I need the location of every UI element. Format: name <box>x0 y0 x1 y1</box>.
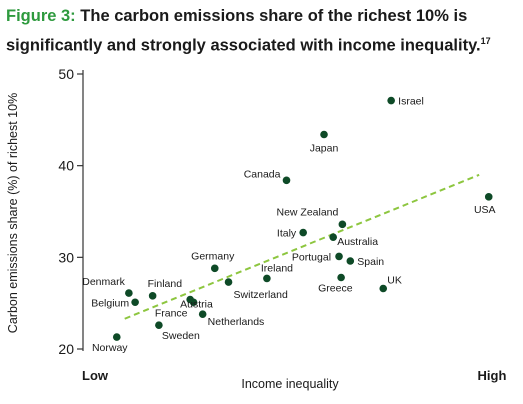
point-uk <box>379 284 388 293</box>
point-label-israel: Israel <box>398 96 424 108</box>
y-tick-label-40: 40 <box>58 158 74 174</box>
point-label-greece: Greece <box>318 283 353 295</box>
point-germany <box>210 264 219 273</box>
point-label-finland: Finland <box>148 278 183 290</box>
axes: 20 30 40 50 <box>58 66 84 357</box>
points-layer <box>112 96 493 341</box>
point-label-france: France <box>155 307 188 319</box>
figure-label: Figure 3: <box>6 7 76 25</box>
point-label-sweden: Sweden <box>162 330 200 342</box>
point-netherlands <box>198 310 207 318</box>
point-label-switzerland: Switzerland <box>234 289 288 301</box>
x-tick-label-low: Low <box>82 368 109 383</box>
point-italy <box>299 228 307 237</box>
x-tick-label-high: High <box>478 368 507 383</box>
point-label-italy: Italy <box>277 228 297 240</box>
point-label-usa: USA <box>474 204 496 216</box>
y-tick-label-20: 20 <box>58 341 74 357</box>
footnote-marker: 17 <box>480 36 491 46</box>
title-line-2: significantly and strongly associated wi… <box>6 36 481 55</box>
y-tick-label-50: 50 <box>58 66 74 82</box>
point-label-ireland: Ireland <box>261 262 293 274</box>
point-labels-layer: Israel Japan Canada USA New Zealand Italy Aust… <box>82 96 495 355</box>
point-norway <box>112 333 121 341</box>
chart-title: Figure 3: The carbon emissions share of … <box>6 4 518 59</box>
point-france <box>189 298 198 307</box>
point-label-spain: Spain <box>357 256 384 268</box>
y-axis-label: Carbon emissions share (%) of richest 10… <box>6 93 20 333</box>
point-label-denmark: Denmark <box>82 276 125 288</box>
trend-line <box>124 173 480 320</box>
point-japan <box>320 130 328 139</box>
point-label-japan: Japan <box>310 143 339 155</box>
point-spain <box>346 257 355 265</box>
point-label-belgium: Belgium <box>91 297 129 309</box>
point-belgium <box>131 298 139 307</box>
point-label-netherlands: Netherlands <box>208 316 265 328</box>
point-portugal <box>335 252 343 261</box>
point-greece <box>337 273 345 282</box>
point-usa <box>484 193 493 201</box>
point-canada <box>282 176 291 185</box>
point-label-canada: Canada <box>244 168 281 180</box>
point-label-uk: UK <box>387 275 402 287</box>
point-label-new-zealand: New Zealand <box>276 206 338 218</box>
y-tick-label-30: 30 <box>58 249 74 265</box>
point-switzerland <box>224 278 233 286</box>
point-label-australia: Australia <box>337 236 378 248</box>
point-finland <box>148 292 157 300</box>
point-australia <box>329 233 338 241</box>
point-label-norway: Norway <box>92 342 128 354</box>
point-ireland <box>263 274 271 283</box>
point-label-germany: Germany <box>191 250 235 262</box>
point-denmark <box>125 289 133 297</box>
point-label-austria: Austria <box>180 299 213 311</box>
x-axis-label: Income inequality <box>241 377 339 391</box>
title-line-1: The carbon emissions share of the riches… <box>80 7 468 25</box>
point-sweden <box>155 321 163 329</box>
point-israel <box>387 96 395 105</box>
point-label-portugal: Portugal <box>292 251 331 263</box>
point-new-zealand <box>338 220 347 229</box>
